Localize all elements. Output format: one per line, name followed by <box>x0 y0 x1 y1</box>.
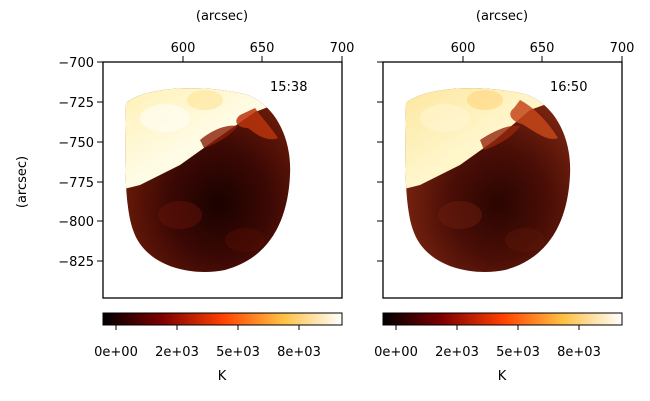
colorbar-tick-label: 2e+03 <box>435 345 479 360</box>
x-tick-label: 600 <box>451 41 476 56</box>
colorbar-tick-label: 8e+03 <box>557 345 601 360</box>
y-ticks-1 <box>97 61 103 262</box>
x-tick-label: 650 <box>530 41 555 56</box>
y-tick-label: −725 <box>58 96 94 111</box>
y-tick-label: −800 <box>58 215 94 230</box>
y-tick-label: −775 <box>58 176 94 191</box>
heatmap-image-1 <box>125 88 291 272</box>
y-tick-label: −750 <box>58 136 94 151</box>
x-tick-label: 650 <box>250 41 275 56</box>
y-ticks-2 <box>377 61 383 262</box>
colorbar-tick-label: 0e+00 <box>94 345 138 360</box>
x-tick-label: 600 <box>171 41 196 56</box>
colorbar-label: K <box>218 369 227 384</box>
heatmap-image-2 <box>405 88 571 272</box>
panel-2: 600 650 700 (arcsec) 16:50 0e+00 2e+03 5… <box>374 9 634 384</box>
time-annotation: 16:50 <box>550 80 587 95</box>
colorbar-1 <box>102 312 343 326</box>
x-axis-label: (arcsec) <box>476 9 528 24</box>
axes-frame-2 <box>382 61 623 299</box>
colorbar-tick-label: 5e+03 <box>496 345 540 360</box>
y-axis-label: (arcsec) <box>15 156 30 208</box>
axes-frame-1 <box>102 61 343 299</box>
time-annotation: 15:38 <box>270 80 307 95</box>
colorbar-ticks-2 <box>395 325 580 330</box>
colorbar-2 <box>382 312 623 326</box>
x-tick-label: 700 <box>330 41 355 56</box>
panel-1: 600 650 700 (arcsec) −700 −725 −750 −775… <box>15 9 354 384</box>
x-tick-label: 700 <box>610 41 635 56</box>
colorbar-tick-label: 2e+03 <box>155 345 199 360</box>
colorbar-ticks-1 <box>115 325 300 330</box>
x-axis-label: (arcsec) <box>196 9 248 24</box>
colorbar-label: K <box>498 369 507 384</box>
x-ticks-top-1 <box>182 56 343 62</box>
colorbar-tick-label: 5e+03 <box>216 345 260 360</box>
y-tick-label: −700 <box>58 56 94 71</box>
x-ticks-top-2 <box>462 56 623 62</box>
y-tick-label: −825 <box>58 255 94 270</box>
colorbar-tick-label: 0e+00 <box>374 345 418 360</box>
colorbar-tick-label: 8e+03 <box>277 345 321 360</box>
